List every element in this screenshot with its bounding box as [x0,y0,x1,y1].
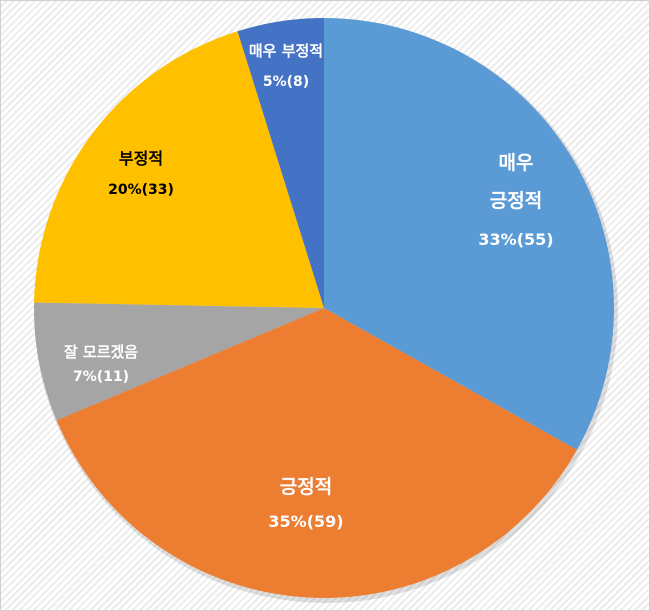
slice-percent-label: 33%(55) [478,230,553,249]
slice-label: 매우 부정적 [249,42,323,60]
slice-percent-label: 7%(11) [73,369,129,385]
slice-percent-label: 5%(8) [263,74,309,90]
pie-slice-3 [33,302,324,421]
pie-slice-5 [237,18,324,308]
slice-label: 잘 모르겠음 [64,343,138,361]
slice-percent-label: 20%(33) [108,182,174,198]
slice-percent-label: 35%(59) [268,512,343,531]
pie-slice-2 [56,308,577,599]
slice-label: 긍정적 [490,190,542,212]
slice-label: 긍정적 [280,476,332,498]
pie-slice-1 [324,18,614,450]
pie-slice-4 [34,31,324,309]
slice-label: 매우 [499,152,534,174]
slice-label: 부정적 [119,149,163,168]
